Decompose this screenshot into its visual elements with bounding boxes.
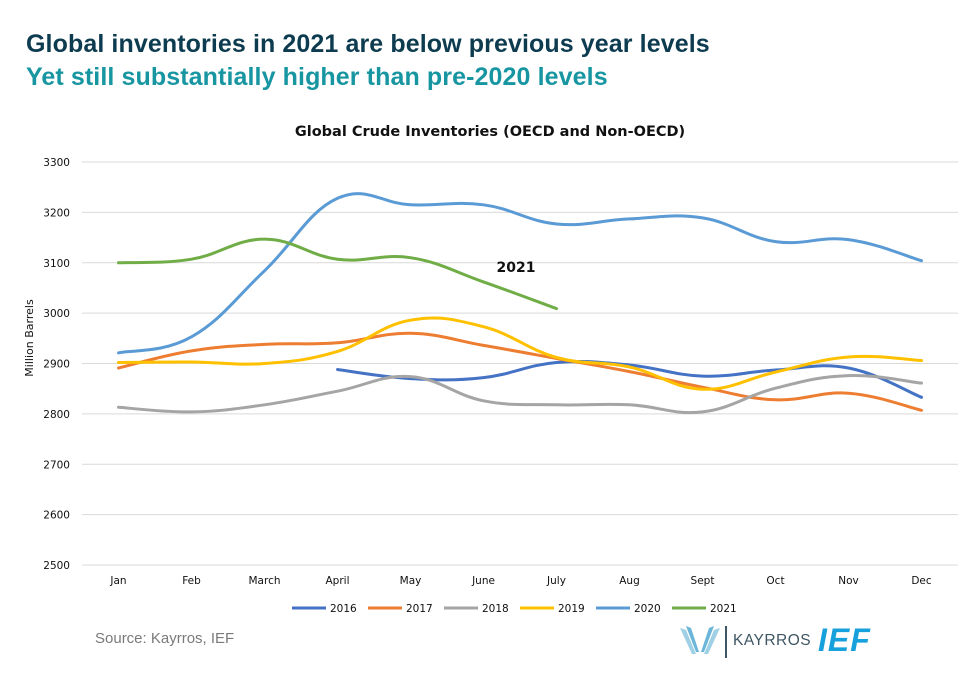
x-tick-label: Aug xyxy=(619,575,640,587)
x-tick-label: March xyxy=(248,575,280,587)
series-line-2019 xyxy=(117,316,923,391)
y-tick-label: 2900 xyxy=(43,359,70,371)
x-tick-label: Jan xyxy=(109,575,126,587)
legend-label-2016: 2016 xyxy=(330,603,357,615)
y-tick-label: 3000 xyxy=(43,308,70,320)
x-tick-label: Feb xyxy=(182,575,201,587)
y-tick-label: 2800 xyxy=(43,409,70,421)
kayrros-logo: KAYRROS xyxy=(733,632,812,649)
page-title: Global inventories in 2021 are below pre… xyxy=(26,30,710,58)
ief-logo: IEF xyxy=(818,622,871,658)
legend-label-2019: 2019 xyxy=(558,603,585,615)
y-tick-label: 3200 xyxy=(43,207,70,219)
series-line-2021 xyxy=(117,237,558,311)
legend-label-2018: 2018 xyxy=(482,603,509,615)
y-tick-label: 3100 xyxy=(43,258,70,270)
series-line-2016 xyxy=(336,359,923,399)
y-tick-label: 3300 xyxy=(43,157,70,169)
source-note: Source: Kayrros, IEF xyxy=(95,630,235,647)
x-tick-label: Sept xyxy=(691,575,715,587)
series-line-2018 xyxy=(117,374,923,415)
legend: 2016 2017 2018 2019 2020 2021 xyxy=(292,603,737,615)
legend-label-2021: 2021 xyxy=(710,603,737,615)
logo-area: KAYRROS IEF xyxy=(676,622,896,662)
x-tick-label: July xyxy=(546,575,566,587)
logo-divider xyxy=(725,626,727,658)
x-tick-label: May xyxy=(400,575,422,587)
x-tick-label: April xyxy=(326,575,350,587)
y-tick-label: 2500 xyxy=(43,560,70,572)
x-tick-label: Dec xyxy=(911,575,932,587)
annotation-2021: 2021 xyxy=(497,260,536,276)
x-tick-label: Oct xyxy=(766,575,784,587)
series-line-2020 xyxy=(117,192,923,355)
page-subtitle: Yet still substantially higher than pre-… xyxy=(26,63,608,91)
chart-title: Global Crude Inventories (OECD and Non-O… xyxy=(294,124,686,140)
series-lines xyxy=(117,192,923,415)
y-tick-label: 2600 xyxy=(43,510,70,522)
kayrros-logo-icon xyxy=(680,626,720,654)
x-tick-label: Nov xyxy=(838,575,859,587)
x-tick-label: June xyxy=(471,575,495,587)
legend-label-2017: 2017 xyxy=(406,603,433,615)
x-tick-labels: Jan Feb March April May June July Aug Sept Oct Nov… xyxy=(109,575,931,587)
y-tick-label: 2700 xyxy=(43,459,70,471)
series-line-2017 xyxy=(117,331,923,412)
y-axis-label: Million Barrels xyxy=(23,299,36,377)
y-tick-labels: 2500 2600 2700 2800 2900 3000 3100 3200 3300 xyxy=(43,157,70,572)
legend-label-2020: 2020 xyxy=(634,603,661,615)
